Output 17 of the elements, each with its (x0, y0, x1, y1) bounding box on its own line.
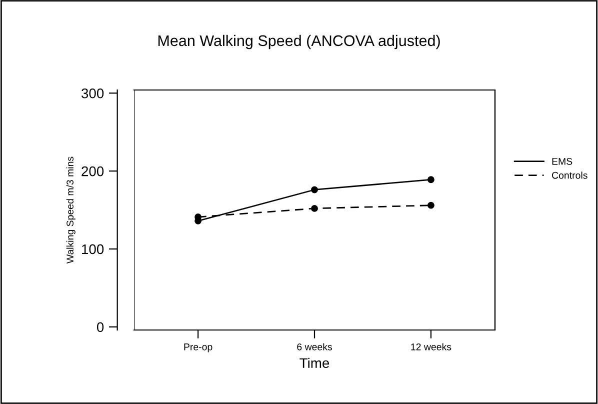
chart-title: Mean Walking Speed (ANCOVA adjusted) (158, 34, 440, 50)
y-tick-label: 300 (82, 88, 104, 98)
x-axis-title: Time (300, 358, 330, 368)
y-tick-label: 100 (82, 244, 104, 254)
point (427, 202, 434, 209)
legend-label: Controls (552, 172, 588, 179)
point (427, 176, 434, 184)
point (194, 214, 202, 220)
legend-label: EMS (552, 158, 572, 165)
x-tick-label: Pre-op (184, 344, 212, 352)
y-axis-title: Walking Speed m/3 mins (66, 156, 76, 264)
y-tick-label: 200 (82, 166, 104, 176)
y-tick-label: 0 (96, 322, 104, 332)
point (311, 186, 318, 194)
point (311, 204, 318, 212)
x-tick-label: 12 weeks (411, 343, 452, 350)
x-tick-label: 6 weeks (297, 343, 332, 350)
